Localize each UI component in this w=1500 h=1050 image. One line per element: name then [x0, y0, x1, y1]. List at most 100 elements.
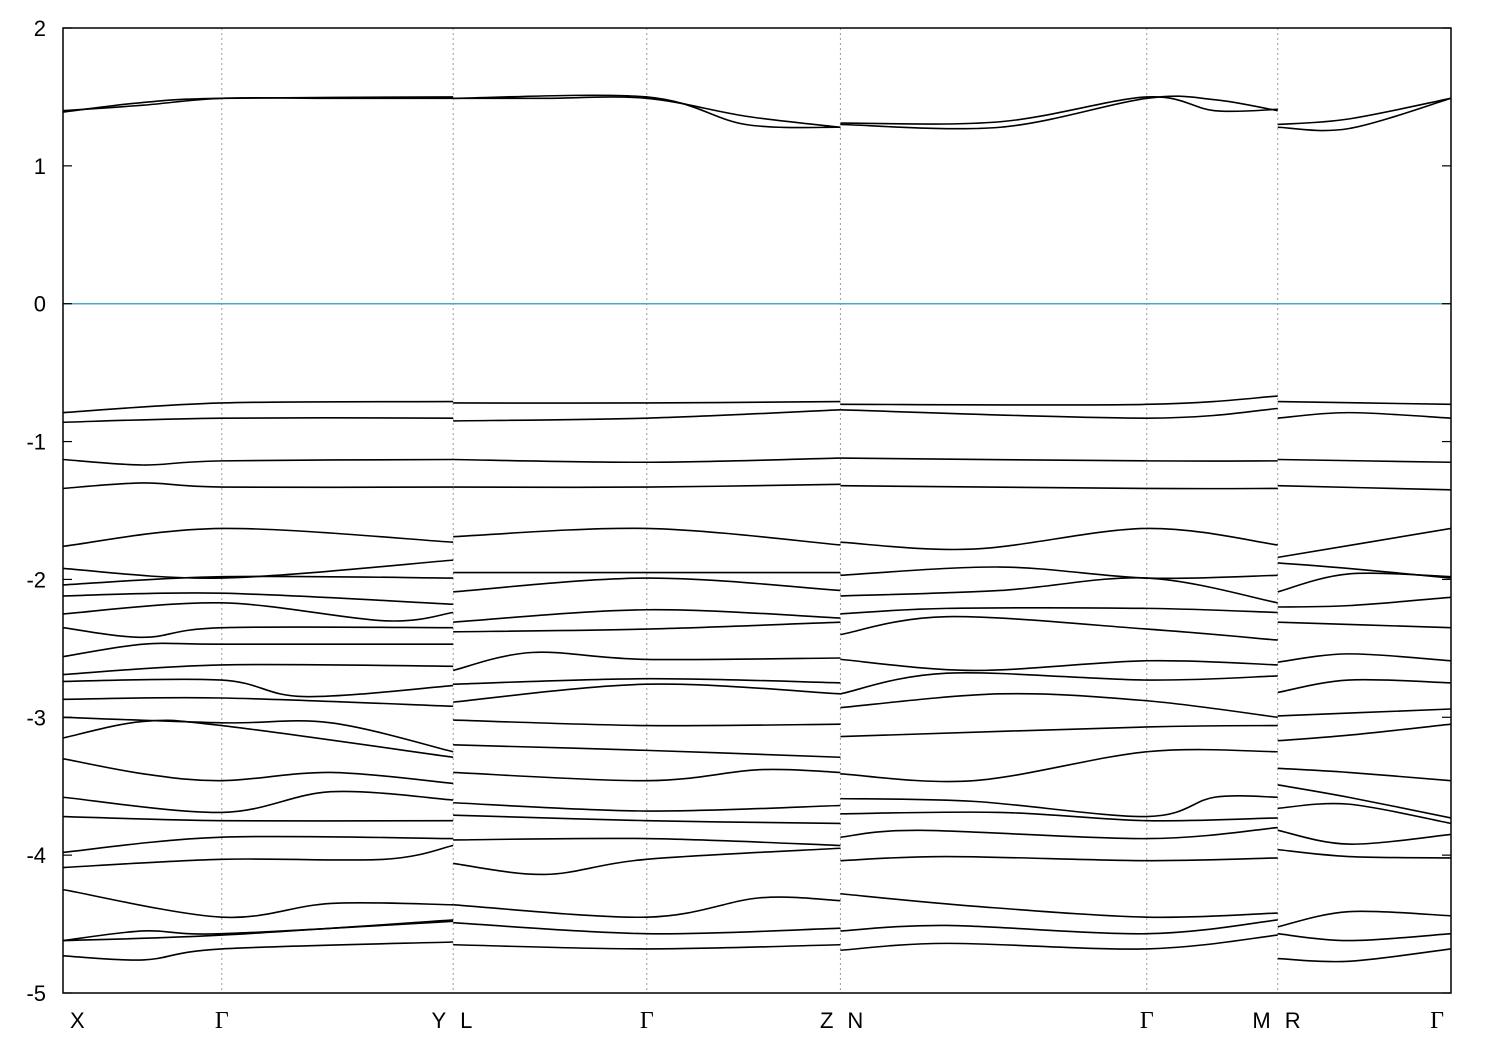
y-tick-label: 0: [34, 292, 46, 317]
band-line: [1277, 400, 1451, 406]
kpoint-label: Γ: [1140, 1008, 1154, 1034]
band-line: [1277, 527, 1451, 559]
band-line: [63, 642, 454, 658]
band-line: [1277, 411, 1451, 419]
kpoint-label: N: [847, 1008, 863, 1033]
band-line: [453, 96, 841, 129]
y-tick-label: -1: [26, 430, 46, 455]
band-line: [453, 94, 841, 129]
plot-frame: [62, 27, 1452, 994]
band-line: [840, 615, 1278, 641]
y-tick-label: -3: [26, 705, 46, 730]
band-line: [1277, 948, 1451, 963]
band-line: [453, 744, 841, 759]
band-line: [63, 719, 454, 759]
band-line: [840, 826, 1278, 840]
band-line: [1277, 621, 1451, 629]
band-line: [840, 724, 1278, 738]
band-line: [453, 527, 841, 546]
band-line: [453, 409, 841, 422]
band-line: [1277, 572, 1451, 593]
band-line: [840, 934, 1278, 952]
kpoint-label: Γ: [215, 1008, 229, 1034]
band-line: [1277, 97, 1451, 132]
band-line: [1277, 596, 1451, 608]
band-line: [453, 719, 841, 727]
band-line: [840, 95, 1278, 130]
band-line: [840, 658, 1278, 672]
band-line: [840, 811, 1278, 822]
band-line: [1277, 802, 1451, 825]
band-line: [453, 483, 841, 489]
band-line: [1277, 784, 1451, 819]
y-tick-label: -4: [26, 843, 46, 868]
band-line: [63, 919, 454, 942]
band-line: [63, 417, 454, 424]
kpoint-label: X: [70, 1008, 85, 1033]
band-line: [840, 457, 1278, 462]
band-line: [1277, 829, 1451, 845]
band-line: [453, 400, 841, 404]
band-line: [63, 575, 454, 586]
band-line: [840, 577, 1278, 604]
band-line: [1277, 723, 1451, 742]
y-tick-label: -5: [26, 981, 46, 1006]
kpoint-label: M: [1252, 1008, 1270, 1033]
band-line: [453, 814, 841, 825]
y-tick-label: -2: [26, 567, 46, 592]
band-line: [1277, 484, 1451, 491]
band-line: [1277, 653, 1451, 663]
band-line: [63, 601, 454, 622]
band-line: [1277, 932, 1451, 942]
band-line: [1277, 678, 1451, 694]
band-lines: [63, 94, 1451, 963]
band-line: [63, 458, 454, 466]
band-line: [840, 892, 1278, 919]
band-line: [840, 96, 1278, 125]
band-line: [453, 677, 841, 685]
band-line: [453, 683, 841, 703]
kpoint-label: Y: [431, 1008, 446, 1033]
band-line: [1277, 848, 1451, 859]
band-line: [63, 815, 454, 822]
band-line: [453, 457, 841, 464]
band-line: [453, 621, 841, 633]
band-line: [63, 527, 454, 548]
band-line: [63, 626, 454, 639]
band-line: [63, 888, 454, 919]
band-line: [1277, 458, 1451, 464]
kpoint-label: Γ: [1430, 1008, 1444, 1034]
band-line: [840, 748, 1278, 783]
band-line: [1277, 910, 1451, 928]
band-line: [63, 96, 454, 113]
band-line: [840, 527, 1278, 551]
band-line: [840, 671, 1278, 695]
band-line: [840, 919, 1278, 935]
band-line: [1277, 767, 1451, 782]
band-line: [63, 400, 454, 414]
band-line: [453, 847, 841, 876]
band-line: [1277, 708, 1451, 717]
band-line: [63, 716, 454, 753]
band-line: [840, 692, 1278, 719]
band-line: [453, 896, 841, 919]
kpoint-divider-lines: [221, 28, 1279, 993]
band-line: [840, 606, 1278, 615]
band-line: [63, 482, 454, 490]
band-line: [63, 941, 454, 961]
band-line: [840, 484, 1278, 490]
kpoint-label: L: [460, 1008, 472, 1033]
band-line: [453, 943, 841, 950]
band-line: [453, 837, 841, 847]
band-line: [63, 592, 454, 606]
band-line: [63, 678, 454, 698]
band-line: [840, 795, 1278, 818]
y-tick-label: 1: [34, 154, 46, 179]
band-line: [840, 395, 1278, 406]
band-line: [63, 835, 454, 854]
kpoint-label: Z: [820, 1008, 833, 1033]
band-line: [453, 651, 841, 672]
band-line: [840, 407, 1278, 419]
